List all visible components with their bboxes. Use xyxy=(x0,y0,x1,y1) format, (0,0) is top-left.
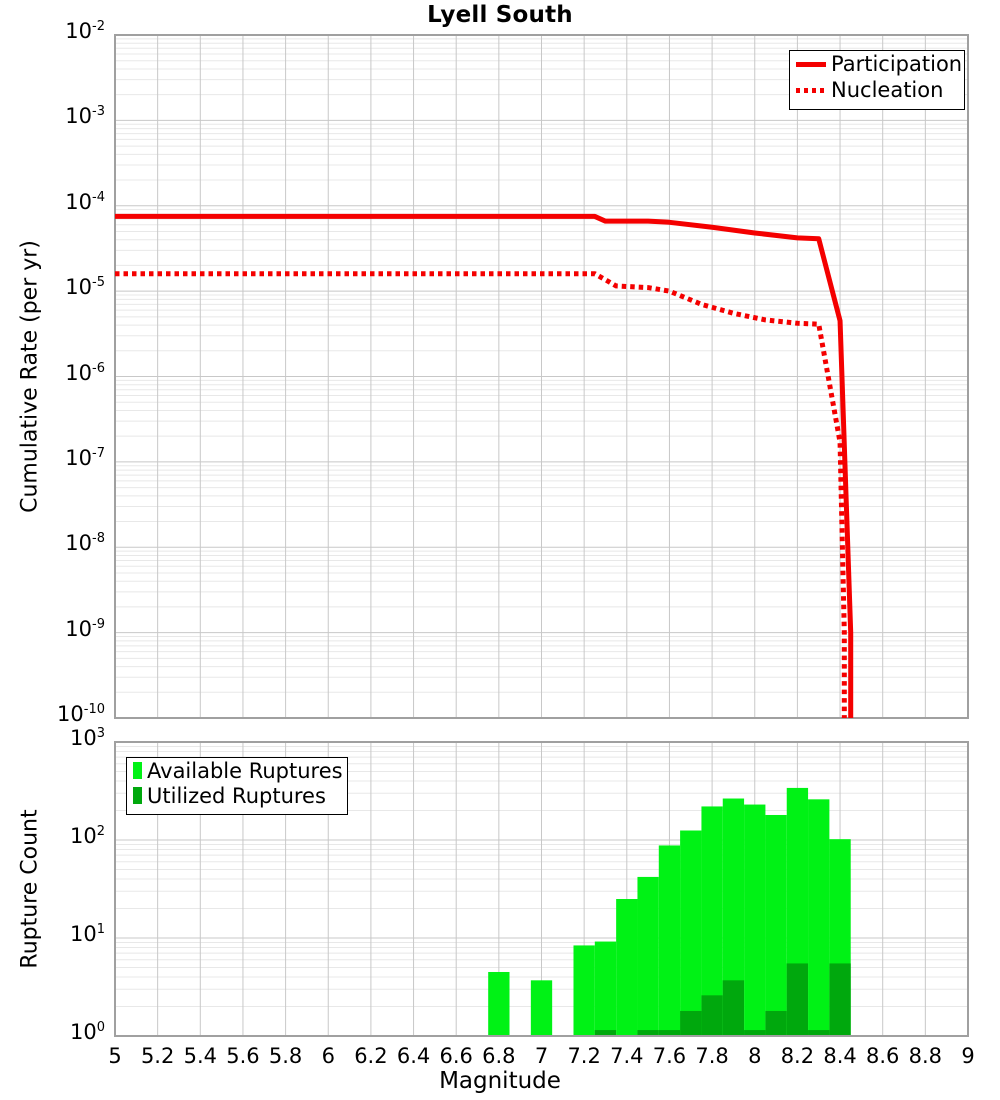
x-tick-label: 6 xyxy=(321,1044,335,1068)
x-tick-label: 8.2 xyxy=(780,1044,815,1068)
bar-available-ruptures xyxy=(573,945,595,1036)
legend-item-available-ruptures: Available Ruptures xyxy=(127,758,347,783)
x-tick-label: 5.6 xyxy=(226,1044,260,1068)
x-tick-label: 5.2 xyxy=(140,1044,175,1068)
x-tick-label: 5.4 xyxy=(183,1044,217,1068)
bar-utilized-ruptures xyxy=(722,980,745,1036)
solid-line-icon xyxy=(796,61,826,67)
x-tick-label: 7.6 xyxy=(652,1044,687,1068)
legend-label-available-ruptures: Available Ruptures xyxy=(147,758,343,783)
available-ruptures-swatch-icon xyxy=(133,762,142,779)
bar-available-ruptures xyxy=(701,806,723,1036)
y-axis-label-top-panel: Cumulative Rate (per yr) xyxy=(17,240,43,513)
bar-available-ruptures xyxy=(786,787,809,1036)
x-axis-label: Magnitude xyxy=(439,1068,561,1094)
legend-item-participation: Participation xyxy=(790,51,964,77)
y-tick-label-bottom-panel: 102 xyxy=(69,824,105,848)
bar-available-ruptures xyxy=(829,839,851,1036)
x-tick-label: 8.8 xyxy=(908,1044,943,1068)
x-tick-label: 6.6 xyxy=(439,1044,473,1068)
legend-bottom-panel: Available Ruptures Utilized Ruptures xyxy=(126,757,348,815)
legend-item-utilized-ruptures: Utilized Ruptures xyxy=(127,783,347,808)
bar-utilized-ruptures xyxy=(808,1030,830,1036)
dotted-line-icon xyxy=(796,87,826,93)
bar-available-ruptures xyxy=(637,876,659,1036)
x-tick-label: 6.4 xyxy=(396,1044,431,1068)
bar-utilized-ruptures xyxy=(658,1030,681,1036)
bar-available-ruptures xyxy=(616,899,638,1036)
x-tick-label: 7.4 xyxy=(610,1044,644,1068)
bar-utilized-ruptures xyxy=(594,1030,617,1036)
series-line-participation xyxy=(115,213,854,718)
bar-available-ruptures xyxy=(530,980,553,1036)
bar-available-ruptures xyxy=(722,798,745,1036)
x-tick-label: 9 xyxy=(961,1044,975,1068)
x-tick-label: 6.2 xyxy=(354,1044,388,1068)
y-tick-label-top-panel: 10-7 xyxy=(65,445,105,470)
bar-utilized-ruptures xyxy=(786,963,809,1036)
x-tick-label: 7.2 xyxy=(567,1044,601,1068)
bar-available-ruptures xyxy=(765,814,787,1036)
legend-top-panel: Participation Nucleation xyxy=(789,50,965,110)
figure-title: Lyell South xyxy=(427,2,573,28)
bar-available-ruptures xyxy=(658,845,681,1036)
bar-available-ruptures xyxy=(808,799,830,1036)
y-tick-label-top-panel: 10-2 xyxy=(65,19,105,43)
x-tick-label: 8.4 xyxy=(823,1044,857,1068)
y-tick-label-bottom-panel: 103 xyxy=(69,726,105,750)
series-line-nucleation xyxy=(115,271,847,718)
bar-available-ruptures xyxy=(680,830,702,1036)
bar-available-ruptures xyxy=(488,971,510,1036)
legend-label-utilized-ruptures: Utilized Ruptures xyxy=(147,783,326,808)
legend-label-nucleation: Nucleation xyxy=(831,78,944,102)
utilized-ruptures-swatch-icon xyxy=(133,787,142,804)
bar-utilized-ruptures xyxy=(829,963,851,1036)
y-tick-label-top-panel: 10-4 xyxy=(65,189,105,214)
y-tick-label-top-panel: 10-8 xyxy=(65,531,105,556)
bar-utilized-ruptures xyxy=(744,1030,766,1036)
x-tick-label: 5 xyxy=(108,1044,122,1068)
x-tick-label: 6.8 xyxy=(482,1044,516,1068)
y-tick-label-top-panel: 10-3 xyxy=(65,104,105,129)
y-tick-label-bottom-panel: 100 xyxy=(69,1020,105,1044)
bar-available-ruptures xyxy=(744,804,766,1036)
x-tick-label: 7 xyxy=(534,1044,549,1068)
bar-available-ruptures xyxy=(594,941,617,1036)
x-tick-label: 7.8 xyxy=(695,1044,729,1068)
y-tick-label-top-panel: 10-6 xyxy=(65,360,105,385)
legend-item-nucleation: Nucleation xyxy=(790,77,964,103)
x-tick-label: 5.8 xyxy=(268,1044,303,1068)
y-tick-label-top-panel: 10-5 xyxy=(65,275,105,300)
legend-label-participation: Participation xyxy=(831,52,963,76)
bar-utilized-ruptures xyxy=(680,1010,702,1036)
y-tick-label-top-panel: 10-10 xyxy=(57,702,105,726)
bar-utilized-ruptures xyxy=(637,1030,659,1036)
x-tick-label: 8.6 xyxy=(865,1044,900,1068)
y-axis-label-bottom-panel: Rupture Count xyxy=(17,809,43,969)
bar-utilized-ruptures xyxy=(701,995,723,1036)
y-tick-label-bottom-panel: 101 xyxy=(69,922,105,946)
y-tick-label-top-panel: 10-9 xyxy=(65,616,105,641)
top-panel-frame xyxy=(114,34,969,719)
x-tick-label: 8 xyxy=(748,1044,762,1068)
bar-utilized-ruptures xyxy=(765,1010,787,1036)
